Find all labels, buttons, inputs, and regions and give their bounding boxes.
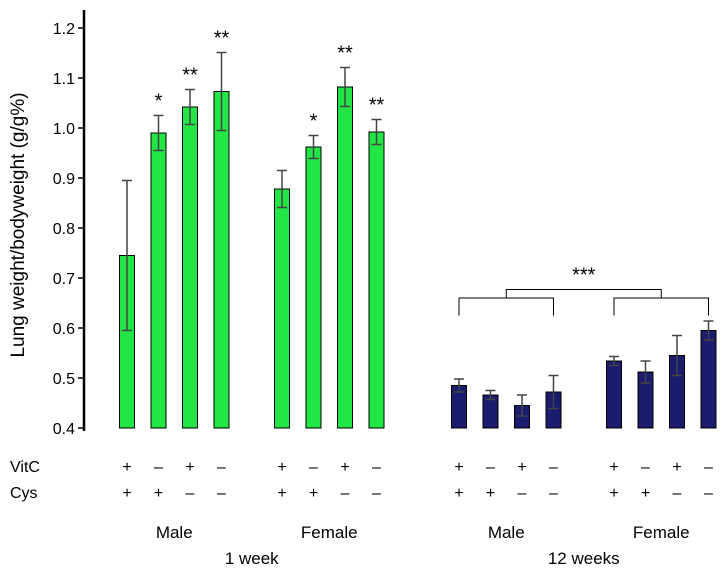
bar (368, 131, 385, 429)
y-tick-label: 0.5 (53, 371, 75, 388)
vitc-sign: + (185, 459, 194, 476)
vitc-sign: – (704, 459, 713, 476)
y-tick-label: 1.0 (53, 121, 75, 138)
vitc-sign: + (122, 459, 131, 476)
significance-marker: * (155, 91, 163, 113)
bar (337, 86, 353, 429)
bar (150, 132, 167, 429)
cys-sign: – (341, 485, 350, 502)
y-tick-label: 0.7 (53, 271, 75, 288)
bracket-male (458, 297, 554, 316)
timepoint-label: 1 week (225, 549, 279, 568)
vitc-sign: – (309, 459, 318, 476)
significance-marker: * (310, 111, 318, 133)
cys-sign: + (154, 485, 163, 502)
vitc-row-label: VitC (10, 459, 40, 476)
bar (274, 188, 290, 429)
cys-sign: – (217, 485, 226, 502)
vitc-sign: + (340, 459, 349, 476)
bars-layer: ************* (119, 28, 717, 429)
group-label: Male (156, 523, 193, 542)
y-tick-label: 0.9 (53, 171, 75, 188)
bracket-female (613, 297, 709, 316)
cys-row-label: Cys (10, 485, 38, 502)
y-tick-label: 0.8 (53, 221, 75, 238)
significance-marker: ** (337, 43, 353, 65)
group-label: Male (488, 523, 525, 542)
cys-sign: + (609, 485, 618, 502)
cys-sign: + (641, 485, 650, 502)
group-label: Female (301, 523, 358, 542)
group-label: Female (633, 523, 690, 542)
y-tick-label: 0.4 (53, 421, 75, 438)
vitc-sign: – (486, 459, 495, 476)
y-tick-label: 1.1 (53, 71, 75, 88)
y-axis-label: Lung weight/bodyweight (g/g%) (8, 92, 29, 357)
vitc-sign: – (372, 459, 381, 476)
y-tick-label: 0.6 (53, 321, 75, 338)
cys-sign: + (486, 485, 495, 502)
cys-sign: – (673, 485, 682, 502)
bar (700, 330, 717, 429)
comparison-significance: *** (572, 265, 596, 287)
vitc-sign: + (609, 459, 618, 476)
vitc-sign: + (672, 459, 681, 476)
vitc-sign: – (154, 459, 163, 476)
vitc-sign: + (517, 459, 526, 476)
cys-sign: + (277, 485, 286, 502)
cys-sign: – (186, 485, 195, 502)
bracket-comparison (505, 289, 662, 298)
cys-sign: – (549, 485, 558, 502)
cys-sign: + (309, 485, 318, 502)
bar (182, 106, 198, 429)
vitc-sign: + (454, 459, 463, 476)
cys-sign: – (518, 485, 527, 502)
x-labels-layer: VitC Cys + + – + + – – – Male + + – + + – – – Female 1 week +… (10, 459, 713, 568)
bar (305, 146, 322, 429)
significance-marker: ** (214, 28, 230, 50)
y-axis: 0.4 0.5 0.6 0.7 0.8 0.9 1.0 1.1 1.2 (53, 10, 86, 438)
vitc-sign: + (277, 459, 286, 476)
vitc-sign: – (549, 459, 558, 476)
cys-sign: + (454, 485, 463, 502)
cys-sign: + (122, 485, 131, 502)
vitc-sign: – (217, 459, 226, 476)
vitc-sign: – (641, 459, 650, 476)
y-tick-label: 1.2 (53, 21, 75, 38)
timepoint-label: 12 weeks (548, 549, 620, 568)
significance-marker: ** (369, 95, 385, 117)
bar (213, 91, 230, 429)
bar (606, 360, 622, 429)
cys-sign: – (372, 485, 381, 502)
cys-sign: – (704, 485, 713, 502)
significance-marker: ** (182, 65, 198, 87)
